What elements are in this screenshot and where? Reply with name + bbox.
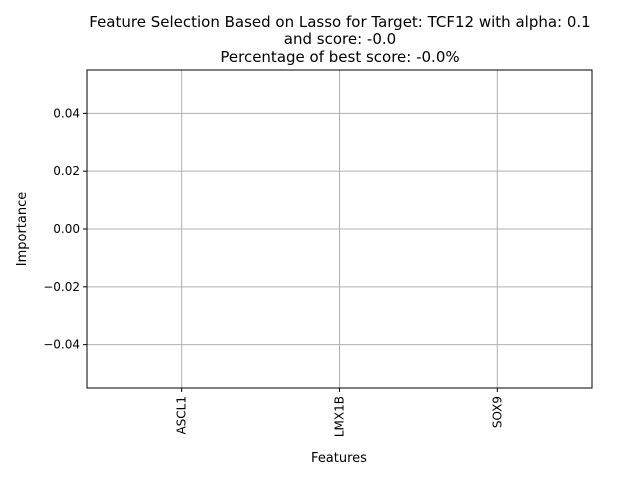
y-axis-label: Importance [15,192,30,267]
y-tick-label: −0.04 [43,338,80,352]
chart-title-line-3: Percentage of best score: -0.0% [220,48,459,66]
y-tick-label: 0.02 [53,164,80,178]
x-tick-label-lmx1b: LMX1B [333,396,347,437]
x-tick-label-ascl1: ASCL1 [175,396,189,435]
grid-lines [87,70,592,388]
chart-title: Feature Selection Based on Lasso for Tar… [89,13,590,66]
y-tick-label: 0.00 [53,222,80,236]
x-tick-label-sox9: SOX9 [490,396,504,428]
chart-title-line-1: Feature Selection Based on Lasso for Tar… [89,13,590,31]
y-axis-ticks: −0.04 −0.02 0.00 0.02 0.04 [43,106,87,352]
y-tick-label: −0.02 [43,280,80,294]
x-axis-ticks: ASCL1 LMX1B SOX9 [175,388,504,437]
x-axis-label: Features [311,451,367,466]
y-tick-label: 0.04 [53,106,80,120]
chart-title-line-2: and score: -0.0 [284,30,396,48]
